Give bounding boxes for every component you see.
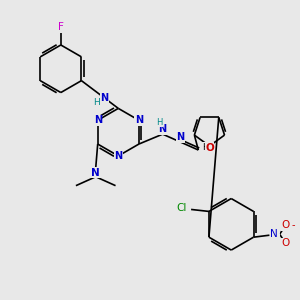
Text: H: H [157,118,163,127]
Text: O: O [205,143,214,153]
Text: N: N [176,132,184,142]
Text: H: H [93,98,100,107]
Text: Cl: Cl [176,203,186,214]
Text: N: N [100,93,108,103]
Text: H: H [202,142,208,152]
Text: N: N [271,229,278,239]
Text: -: - [291,220,295,230]
Text: N: N [135,115,143,125]
Text: +: + [273,231,279,237]
Text: O: O [281,238,290,248]
Text: F: F [58,22,64,32]
Text: N: N [159,124,167,134]
Text: N: N [94,115,102,125]
Text: N: N [91,168,100,178]
Text: N: N [114,151,122,161]
Text: O: O [281,220,290,230]
